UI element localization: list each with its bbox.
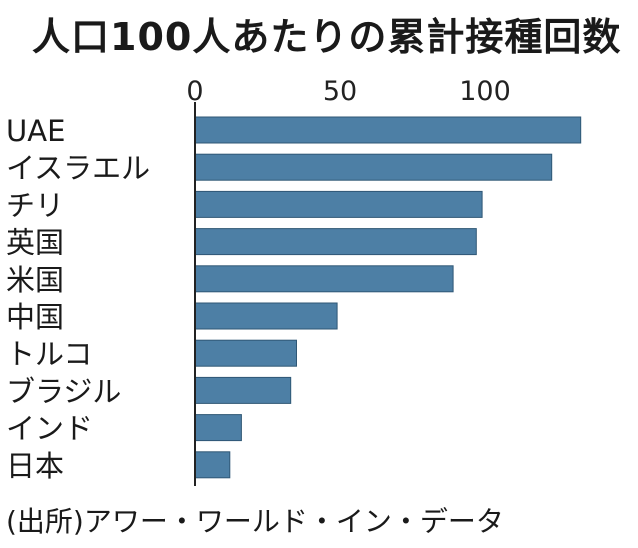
category-label: インド [6, 412, 93, 446]
bar [194, 414, 242, 442]
x-tick-label: 100 [459, 76, 511, 107]
bar [194, 302, 338, 330]
bar [194, 228, 477, 256]
category-label: イスラエル [6, 151, 150, 185]
category-label: 英国 [6, 226, 64, 260]
category-label: チリ [6, 188, 64, 222]
bar [194, 339, 297, 367]
bar [194, 116, 582, 144]
bar [194, 153, 553, 181]
category-label: トルコ [6, 337, 92, 371]
category-label: 日本 [6, 449, 64, 483]
category-label: 米国 [6, 263, 64, 297]
x-tick-label: 0 [186, 76, 203, 107]
bar [194, 451, 231, 479]
bar [194, 376, 292, 404]
category-label: 中国 [6, 300, 64, 334]
source-note: (出所)アワー・ワールド・イン・データ [6, 505, 504, 538]
bar [194, 190, 483, 218]
category-label: UAE [6, 114, 65, 148]
chart-title: 人口100人あたりの累計接種回数 [32, 15, 622, 59]
category-label: ブラジル [6, 374, 121, 408]
bar [194, 265, 454, 293]
x-tick-label: 50 [323, 76, 357, 107]
